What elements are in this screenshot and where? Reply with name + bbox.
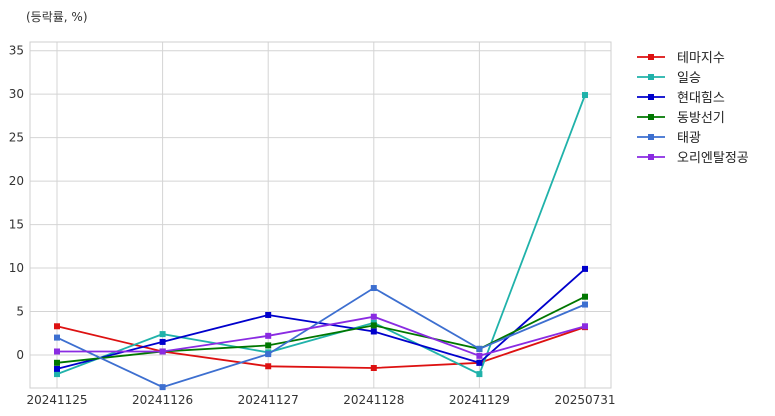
x-tick-label: 20241125 [26, 393, 87, 407]
data-point [54, 323, 60, 330]
y-tick-label: 10 [9, 261, 24, 275]
legend-marker [648, 154, 654, 160]
series-line-4 [56, 286, 586, 389]
data-point [159, 338, 166, 345]
data-point [476, 359, 483, 366]
data-point [159, 384, 166, 391]
data-point [265, 332, 272, 339]
x-tick-label: 20241128 [343, 393, 404, 407]
x-tick-label: 20241127 [238, 393, 299, 407]
series-line-5 [57, 315, 586, 357]
legend-marker [648, 54, 654, 60]
legend-label: 일승 [677, 71, 701, 86]
legend-label: 현대힘스 [677, 91, 725, 106]
series-line-2 [56, 268, 586, 370]
x-tick-label: 20241126 [132, 393, 193, 407]
data-point [476, 345, 483, 352]
data-point [159, 348, 166, 355]
data-point [476, 371, 483, 378]
legend-marker [648, 114, 654, 120]
data-point [476, 352, 483, 359]
data-point [370, 365, 377, 372]
data-point [582, 293, 588, 300]
data-point [370, 285, 377, 292]
data-point [265, 311, 272, 318]
data-point [582, 265, 588, 272]
data-point [54, 371, 60, 378]
series-line-1 [56, 94, 586, 376]
data-point [54, 334, 60, 341]
legend-marker [648, 74, 654, 80]
y-tick-label: 0 [16, 348, 24, 362]
legend-label: 동방선기 [677, 111, 725, 126]
data-point [370, 313, 377, 320]
data-point [370, 322, 377, 329]
data-point [54, 359, 60, 366]
legend-marker [648, 134, 654, 140]
data-point [370, 328, 377, 335]
y-tick-label: 20 [9, 174, 24, 188]
data-point [265, 342, 272, 349]
legend-label: 태광 [677, 131, 701, 146]
legend-marker [648, 94, 654, 100]
legend-label: 오리엔탈정공 [677, 151, 749, 166]
data-point [265, 351, 272, 358]
y-tick-label: 35 [9, 44, 24, 58]
legend-label: 테마지수 [677, 51, 725, 66]
plot-border [29, 41, 612, 389]
x-tick-label: 20241129 [449, 393, 510, 407]
data-point [582, 301, 588, 308]
y-tick-label: 5 [16, 304, 24, 318]
data-point [265, 363, 272, 370]
y-axis-label: (등락률, %) [26, 10, 88, 24]
data-point [54, 348, 60, 355]
series-line-3 [56, 295, 586, 364]
data-point [582, 323, 588, 330]
x-tick-label: 20250731 [554, 393, 615, 407]
y-tick-label: 25 [9, 131, 24, 145]
y-tick-label: 30 [9, 87, 24, 101]
data-point [582, 92, 588, 99]
plot-area [30, 42, 611, 388]
data-point [159, 331, 166, 338]
data-point [54, 365, 60, 372]
y-tick-label: 15 [9, 218, 24, 232]
